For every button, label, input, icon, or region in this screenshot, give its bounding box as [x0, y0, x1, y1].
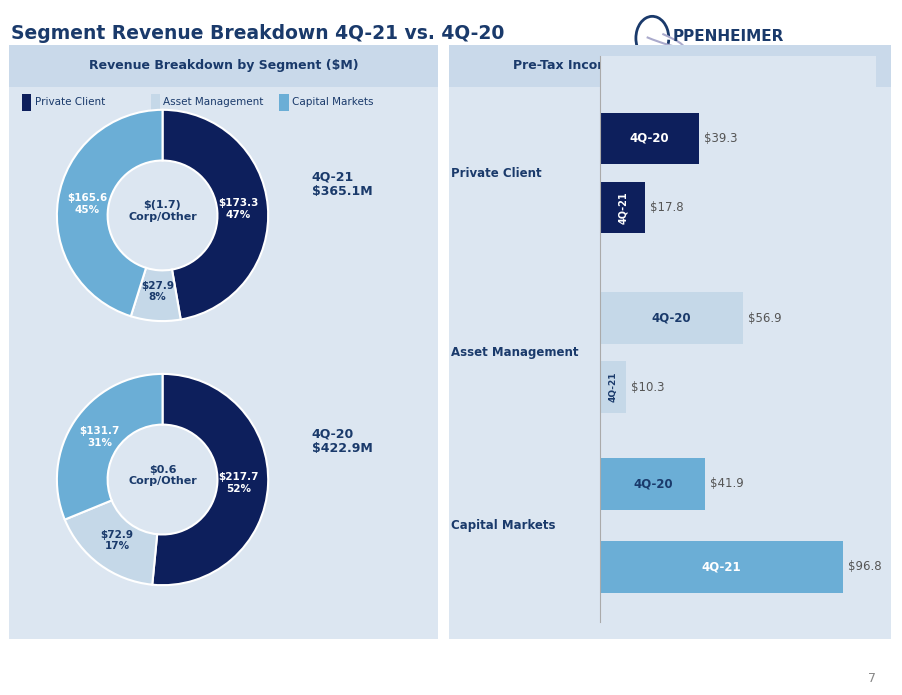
FancyBboxPatch shape [9, 45, 437, 87]
Wedge shape [65, 500, 157, 584]
Text: Private Client: Private Client [451, 167, 541, 179]
Wedge shape [162, 110, 268, 320]
Text: 4Q-21
$365.1M: 4Q-21 $365.1M [311, 170, 372, 198]
Text: $10.3: $10.3 [630, 381, 664, 393]
Text: $(1.7)
Corp/Other: $(1.7) Corp/Other [128, 200, 197, 222]
FancyBboxPatch shape [22, 94, 32, 111]
Text: $17.8: $17.8 [649, 201, 683, 214]
Wedge shape [57, 110, 162, 316]
Bar [600, 181, 644, 234]
FancyBboxPatch shape [151, 94, 160, 111]
Text: Capital Markets: Capital Markets [451, 519, 556, 532]
Text: Segment Revenue Breakdown 4Q-21 vs. 4Q-20: Segment Revenue Breakdown 4Q-21 vs. 4Q-2… [11, 24, 503, 43]
Text: 4Q-21: 4Q-21 [617, 191, 627, 224]
Text: $96.8: $96.8 [847, 560, 880, 573]
Text: $0.6
Corp/Other: $0.6 Corp/Other [128, 464, 197, 486]
Text: Private Client: Private Client [34, 97, 105, 107]
Bar [600, 361, 626, 413]
Bar [600, 292, 742, 344]
Text: 4Q-21: 4Q-21 [701, 560, 741, 573]
Text: Capital Markets: Capital Markets [291, 97, 373, 107]
Bar [600, 541, 842, 593]
Text: $56.9: $56.9 [747, 311, 781, 325]
Text: $27.9
8%: $27.9 8% [141, 281, 174, 302]
Wedge shape [152, 374, 268, 585]
Text: 4Q-20: 4Q-20 [651, 311, 691, 325]
Text: 4Q-20: 4Q-20 [630, 132, 668, 145]
Wedge shape [57, 374, 162, 520]
Text: $72.9
17%: $72.9 17% [100, 530, 133, 551]
Text: $131.7
31%: $131.7 31% [79, 426, 119, 448]
Text: Revenue Breakdown by Segment ($M): Revenue Breakdown by Segment ($M) [88, 60, 358, 72]
Text: 4Q-21: 4Q-21 [608, 372, 617, 402]
Text: Asset Management: Asset Management [163, 97, 263, 107]
FancyBboxPatch shape [448, 45, 890, 87]
Wedge shape [131, 268, 180, 321]
Text: 4Q-20: 4Q-20 [632, 477, 672, 491]
Text: Pre-Tax Income Breakdown by Segment ($M): Pre-Tax Income Breakdown by Segment ($M) [512, 60, 826, 72]
FancyBboxPatch shape [279, 94, 289, 111]
Text: $173.3
47%: $173.3 47% [218, 198, 258, 220]
Bar [600, 113, 698, 165]
FancyBboxPatch shape [9, 45, 437, 639]
FancyBboxPatch shape [448, 45, 890, 639]
Text: Asset Management: Asset Management [451, 346, 578, 359]
Text: PPENHEIMER: PPENHEIMER [672, 29, 783, 44]
Text: $217.7
52%: $217.7 52% [218, 473, 259, 494]
Text: $41.9: $41.9 [710, 477, 743, 491]
Text: 4Q-20
$422.9M: 4Q-20 $422.9M [311, 427, 372, 455]
Text: 7: 7 [867, 671, 875, 685]
Text: $39.3: $39.3 [704, 132, 737, 145]
Bar [600, 458, 704, 509]
Text: $165.6
45%: $165.6 45% [67, 193, 107, 215]
